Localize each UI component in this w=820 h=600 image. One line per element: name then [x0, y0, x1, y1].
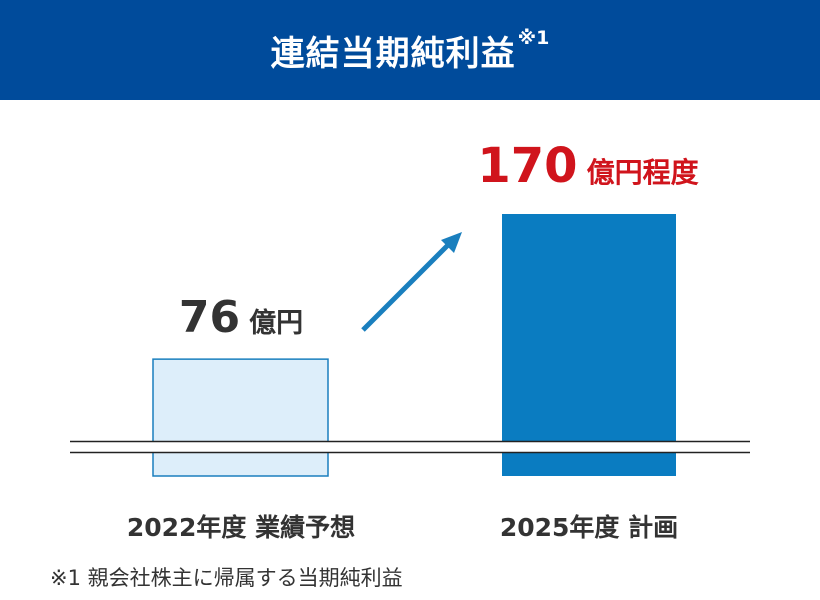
trend-arrow [361, 232, 462, 332]
axis-break-gap [60, 441, 760, 453]
value-label-2022: 76 億円 [179, 292, 303, 343]
chart-header: 連結当期純利益 ※1 [0, 0, 820, 100]
value-label-2025: 170 億円程度 [477, 138, 698, 194]
value-label-2022-unit: 億円 [249, 308, 303, 339]
bar-chart: 76 億円 170 億円程度 [60, 138, 760, 477]
bar-2022-forecast [152, 358, 329, 477]
trend-arrow-head [441, 232, 462, 253]
category-label-2022: 2022年度 業績予想 [126, 513, 356, 542]
value-label-2022-number: 76 [179, 292, 240, 343]
title-note-mark: ※1 [517, 27, 550, 49]
chart-title: 連結当期純利益 [270, 33, 516, 74]
value-label-2025-number: 170 [477, 138, 577, 194]
category-label-2025: 2025年度 計画 [499, 513, 679, 542]
bar-2025-plan [502, 214, 676, 476]
value-label-2025-unit: 億円程度 [587, 156, 699, 189]
footnote: ※1 親会社株主に帰属する当期純利益 [50, 566, 403, 590]
trend-arrow-shaft [361, 243, 450, 332]
